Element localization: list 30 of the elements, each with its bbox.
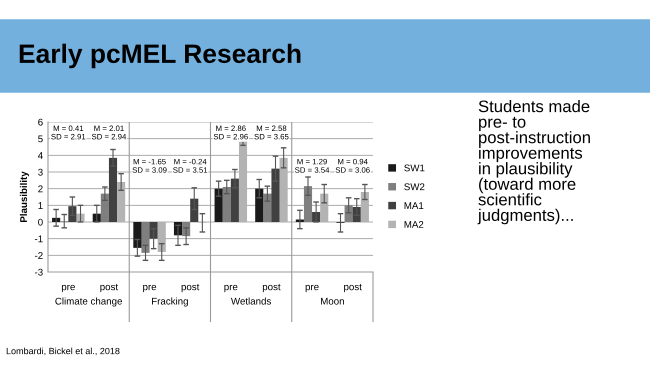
text: Lombardi, Bickel et al., 2018: [6, 348, 120, 356]
y-tick-label: 5: [38, 136, 43, 142]
x-tick-label: pre: [224, 284, 238, 292]
y-tick-label: 0: [38, 218, 43, 226]
y-tick-label: 2: [38, 185, 43, 192]
text: Climate change: [55, 297, 122, 307]
x-tick-label: post: [344, 284, 362, 292]
y-tick-label: 4: [38, 152, 43, 159]
y-axis-title: Plausibility: [20, 171, 29, 222]
x-tick-label: post: [100, 284, 118, 292]
x-tick-label: pre: [143, 284, 156, 292]
x-tick-label: pre: [306, 284, 319, 292]
y-tick-label: -3: [34, 268, 43, 276]
y-tick-label: -2: [34, 252, 43, 259]
legend-label: SW1: [404, 164, 424, 172]
legend-label: MA1: [404, 202, 424, 209]
chart-title: Early pcMEL Research: [20, 44, 300, 68]
y-tick-label: 1: [38, 202, 43, 209]
text: Students made pre- to post-instruction improvements in plausibility (toward more scientific judgments)...: [478, 100, 590, 224]
legend-label: MA2: [404, 221, 424, 228]
text: Fracking: [152, 297, 188, 307]
y-tick-label: 6: [38, 118, 43, 126]
text: Wetlands: [230, 297, 271, 305]
x-tick-label: post: [262, 284, 281, 292]
y-tick-label: -1: [34, 236, 43, 242]
legend-label: SW2: [404, 183, 424, 190]
x-tick-label: post: [182, 284, 200, 292]
text: Moon: [321, 298, 344, 305]
x-tick-label: pre: [62, 284, 75, 292]
y-tick-label: 3: [38, 168, 43, 176]
